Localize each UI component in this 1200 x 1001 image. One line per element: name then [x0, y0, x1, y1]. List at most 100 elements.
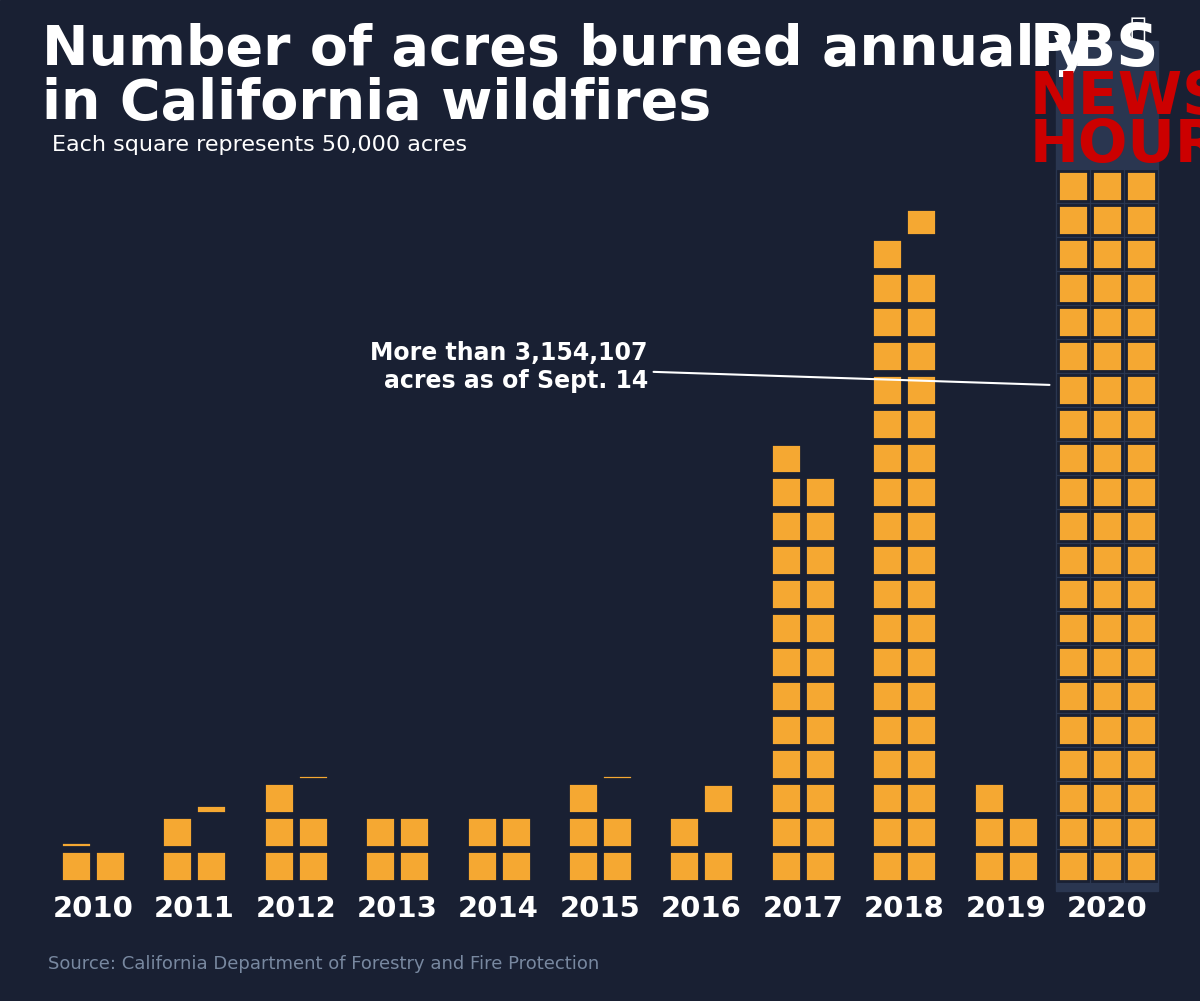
Bar — [906, 749, 936, 779]
Bar — [1092, 205, 1122, 235]
Bar — [568, 851, 598, 881]
Bar — [1127, 851, 1157, 881]
Bar — [770, 545, 800, 575]
Bar — [805, 715, 835, 745]
Bar — [872, 273, 902, 303]
Bar — [1127, 409, 1157, 439]
Bar — [264, 851, 294, 881]
Bar — [467, 817, 497, 847]
Bar — [1127, 817, 1157, 847]
Bar — [906, 511, 936, 541]
Bar — [1127, 613, 1157, 643]
Bar — [872, 443, 902, 473]
Bar — [703, 851, 733, 881]
Bar — [365, 851, 395, 881]
Bar — [1008, 817, 1038, 847]
Bar — [906, 851, 936, 881]
Bar — [1092, 579, 1122, 609]
Bar — [1092, 647, 1122, 677]
Bar — [770, 851, 800, 881]
Bar — [872, 511, 902, 541]
Bar — [872, 341, 902, 371]
Text: Source: California Department of Forestry and Fire Protection: Source: California Department of Forestr… — [48, 955, 599, 973]
Text: HOUR: HOUR — [1030, 117, 1200, 174]
Bar — [568, 817, 598, 847]
Bar — [1058, 749, 1088, 779]
Bar — [1092, 375, 1122, 405]
Bar — [770, 613, 800, 643]
Bar — [1127, 239, 1157, 269]
Bar — [1127, 681, 1157, 711]
Bar — [1058, 511, 1088, 541]
Bar — [872, 851, 902, 881]
Bar — [805, 783, 835, 813]
Bar — [1058, 409, 1088, 439]
Bar — [1092, 681, 1122, 711]
Bar — [906, 545, 936, 575]
Bar — [770, 715, 800, 745]
Bar — [906, 443, 936, 473]
Bar — [805, 511, 835, 541]
Bar — [1092, 239, 1122, 269]
Bar — [1058, 715, 1088, 745]
Bar — [906, 375, 936, 405]
Bar — [974, 817, 1004, 847]
Bar — [1058, 579, 1088, 609]
Bar — [500, 851, 530, 881]
Bar — [602, 775, 632, 779]
Text: 2016: 2016 — [661, 895, 742, 923]
Bar — [872, 647, 902, 677]
Bar — [365, 817, 395, 847]
Bar — [1092, 443, 1122, 473]
Bar — [602, 851, 632, 881]
Bar — [906, 817, 936, 847]
Bar — [1058, 545, 1088, 575]
Bar — [872, 715, 902, 745]
Bar — [1127, 307, 1157, 337]
Bar — [1127, 545, 1157, 575]
Bar — [974, 851, 1004, 881]
Text: PBS: PBS — [1030, 21, 1159, 78]
Bar — [602, 817, 632, 847]
Text: ⓞ: ⓞ — [1130, 15, 1147, 43]
Bar — [1127, 647, 1157, 677]
Bar — [1058, 273, 1088, 303]
Bar — [805, 817, 835, 847]
Bar — [298, 817, 328, 847]
Bar — [1092, 715, 1122, 745]
Bar — [872, 307, 902, 337]
Bar — [906, 409, 936, 439]
Bar — [906, 579, 936, 609]
Bar — [805, 613, 835, 643]
Bar — [906, 783, 936, 813]
Text: NEWS: NEWS — [1030, 69, 1200, 126]
Bar — [1058, 817, 1088, 847]
Bar — [872, 545, 902, 575]
Bar — [1127, 341, 1157, 371]
Bar — [906, 307, 936, 337]
Bar — [298, 851, 328, 881]
Bar — [1127, 171, 1157, 201]
Bar — [95, 851, 125, 881]
Bar — [872, 681, 902, 711]
Text: 2010: 2010 — [53, 895, 133, 923]
Text: More than 3,154,107
acres as of Sept. 14: More than 3,154,107 acres as of Sept. 14 — [371, 341, 1050, 393]
Bar — [500, 817, 530, 847]
Bar — [1058, 375, 1088, 405]
Bar — [805, 647, 835, 677]
Bar — [400, 817, 430, 847]
Text: 2012: 2012 — [256, 895, 336, 923]
Bar — [1127, 783, 1157, 813]
Bar — [805, 545, 835, 575]
Bar — [1092, 477, 1122, 507]
Text: 2020: 2020 — [1067, 895, 1147, 923]
Bar — [872, 817, 902, 847]
Bar — [1092, 783, 1122, 813]
Bar — [805, 749, 835, 779]
Bar — [1092, 409, 1122, 439]
Bar — [770, 817, 800, 847]
Bar — [805, 579, 835, 609]
Bar — [770, 477, 800, 507]
Bar — [770, 783, 800, 813]
Bar — [1058, 783, 1088, 813]
